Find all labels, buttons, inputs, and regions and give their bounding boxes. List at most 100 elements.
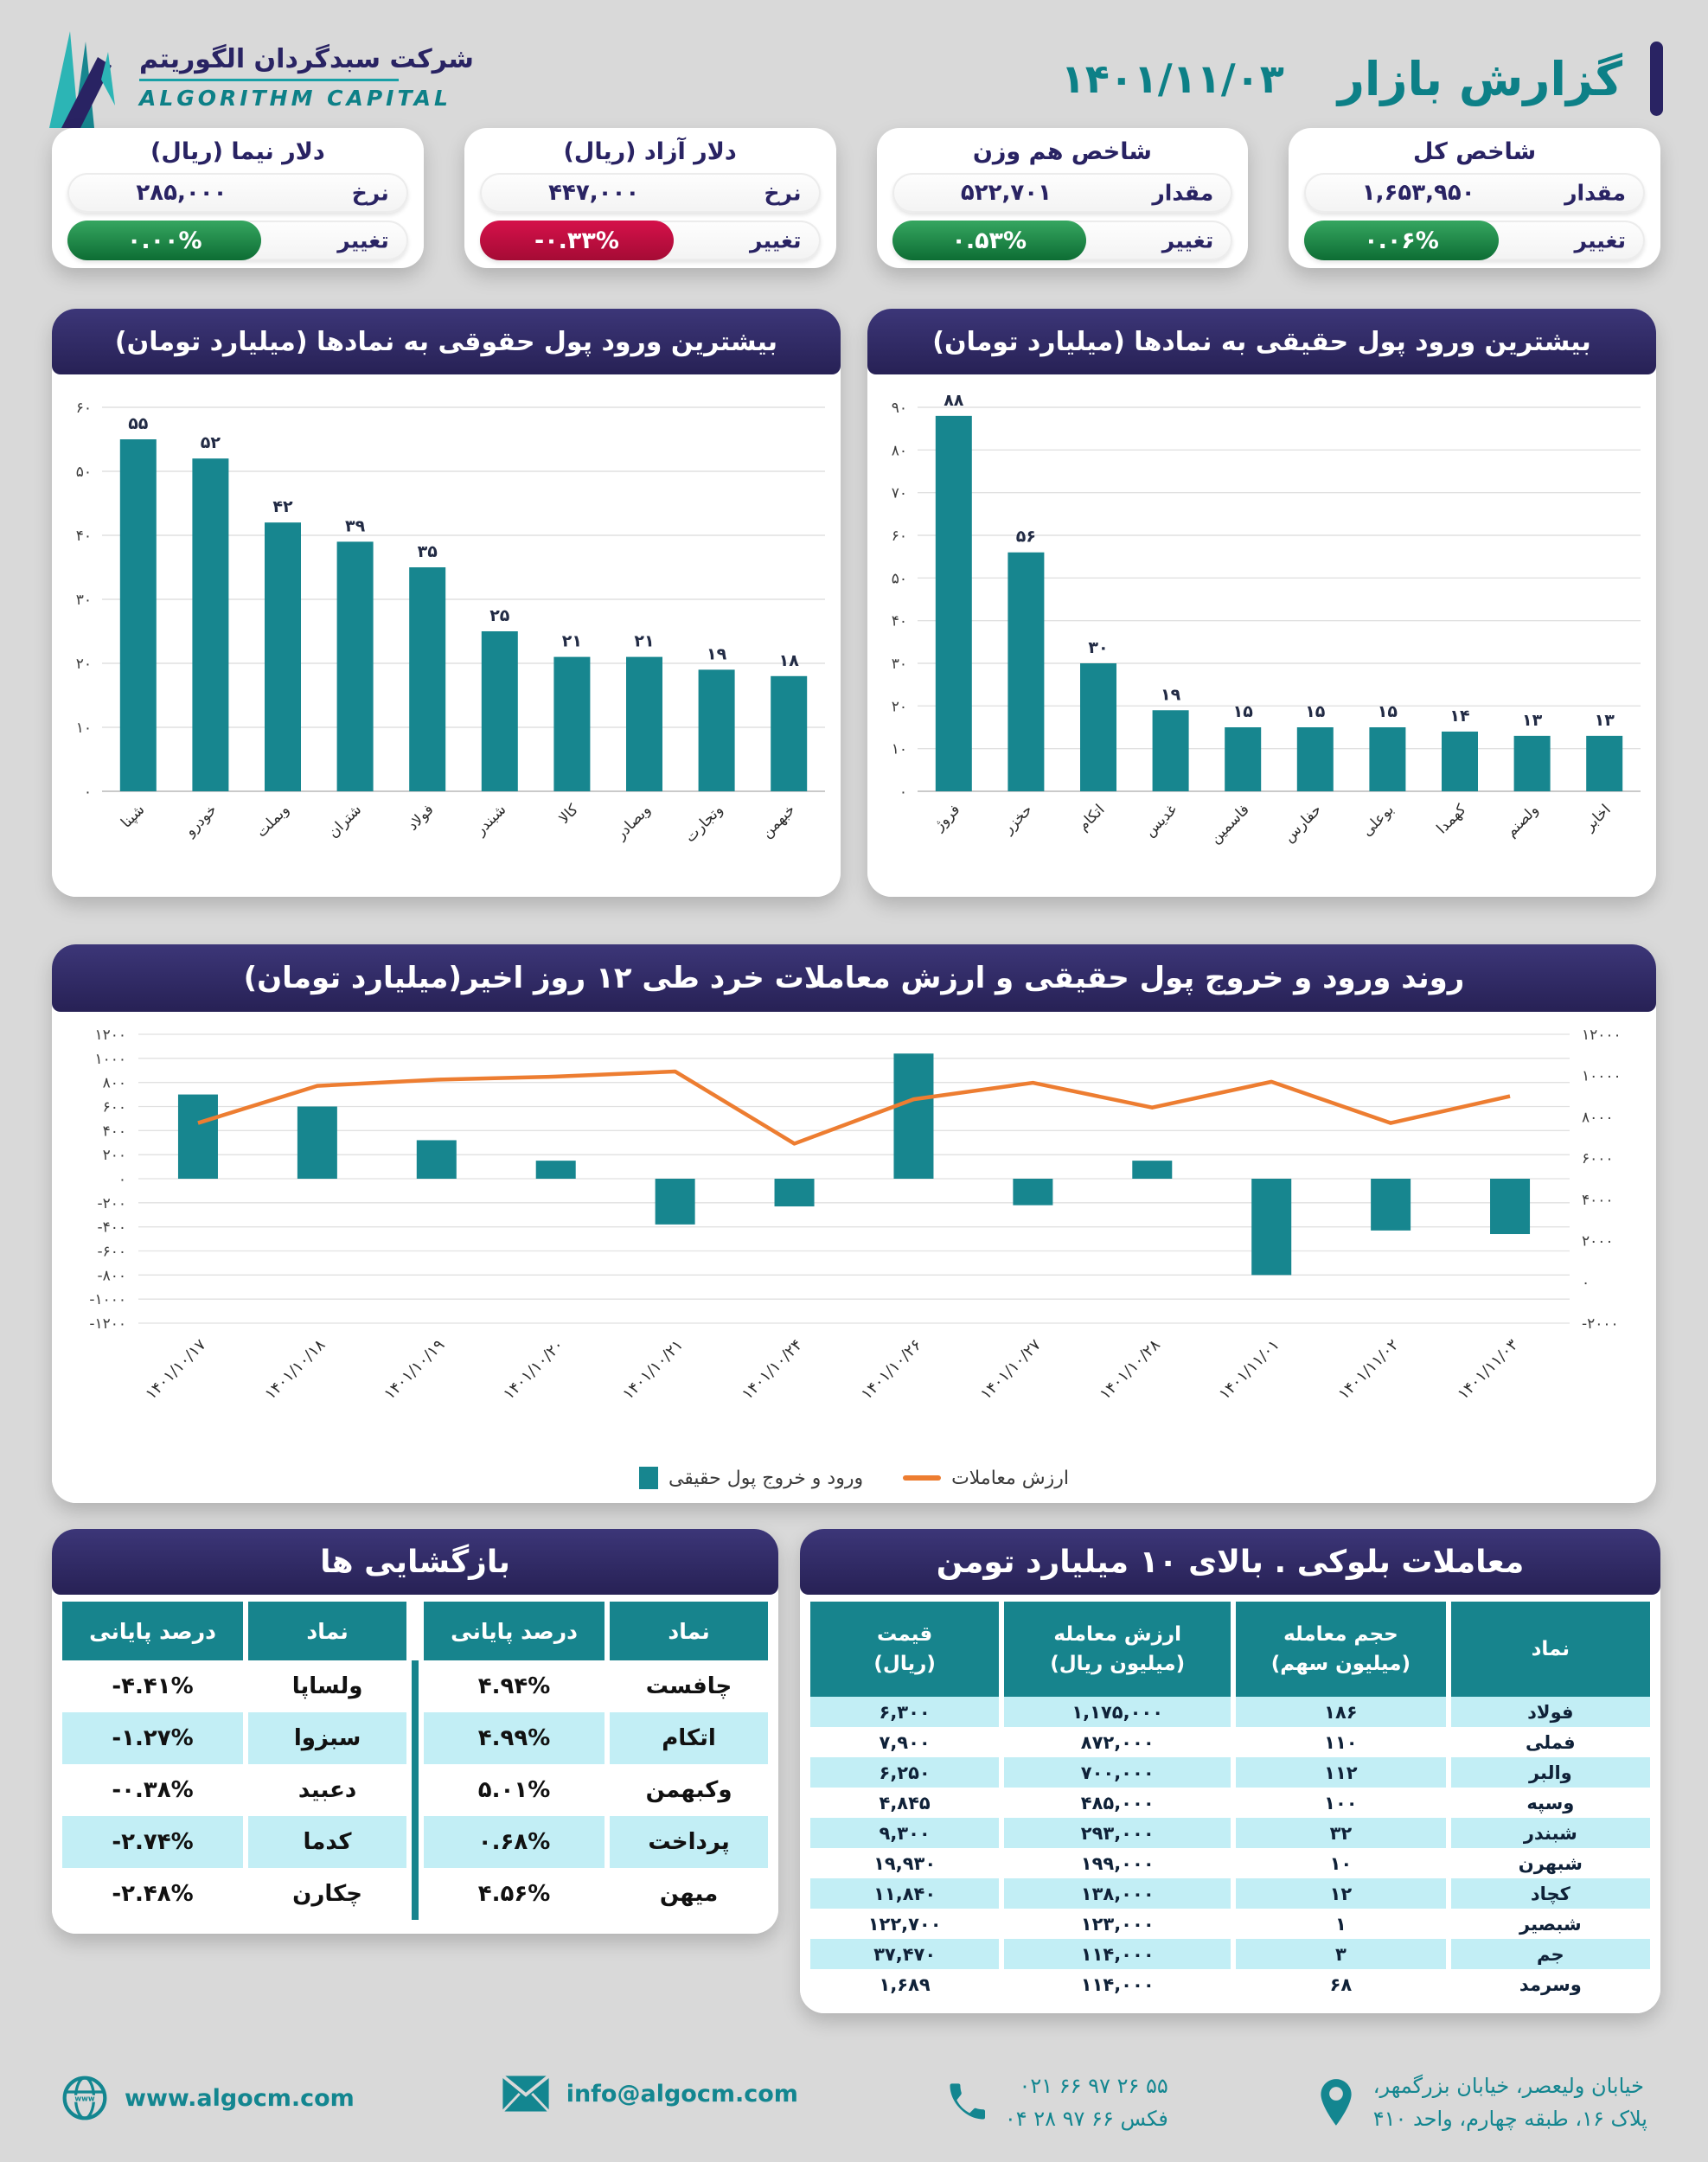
svg-text:۱۵: ۱۵ (1305, 702, 1326, 721)
svg-text:۴۰: ۴۰ (892, 613, 907, 630)
trend-bar-10 (1371, 1179, 1411, 1231)
svg-text:۱۳: ۱۳ (1595, 711, 1615, 730)
stat-card-title: شاخص کل (1413, 138, 1537, 165)
stat-change-row: تغییر ۰.۰۶% (1304, 221, 1645, 260)
company-name-fa: شرکت سبدگردان الگوریتم (139, 43, 474, 74)
company-logo: شرکت سبدگردان الگوریتم ALGORITHM CAPITAL (48, 26, 474, 128)
svg-text:فاسمین: فاسمین (1206, 801, 1252, 847)
website-link[interactable]: www.algocm.com (125, 2084, 355, 2112)
bar-فاسمین (1225, 727, 1262, 791)
stat-card-title: دلار نیما (ریال) (150, 138, 325, 165)
block-value: ۳۲ (1236, 1818, 1446, 1848)
legal-inflow-chart-card: بیشترین ورود پول حقوقی به نمادها (میلیار… (52, 309, 841, 897)
block-col-header-1: حجم معامله (میلیون سهم) (1236, 1602, 1446, 1697)
svg-text:۳۹: ۳۹ (345, 516, 366, 535)
svg-text:حفارس: حفارس (1281, 801, 1326, 846)
stat-value-row: نرخ ۴۴۷,۰۰۰ (479, 173, 821, 213)
reopen-symbol: وکبهمن (610, 1764, 768, 1816)
email-link[interactable]: info@algocm.com (566, 2080, 798, 2108)
trend-bar-1 (297, 1106, 337, 1179)
bar-شپنا (119, 439, 157, 791)
contact-footer: www www.algocm.com info@algocm.com ۰۲۱ ۶… (0, 2074, 1708, 2131)
reopenings-table-card: بازگشایی ها نماد درصد پایانی نماد درصد پایا… (52, 1529, 778, 1934)
block-value: ۱,۱۷۵,۰۰۰ (1004, 1697, 1231, 1727)
svg-text:۱۳: ۱۳ (1522, 711, 1543, 730)
svg-text:اخابر: اخابر (1580, 801, 1614, 835)
svg-text:۰: ۰ (118, 1171, 126, 1188)
block-col-header-2: ارزش معامله (میلیون ریال) (1004, 1602, 1231, 1697)
bar-بوعلی (1369, 727, 1406, 791)
svg-text:۲۰: ۲۰ (76, 656, 92, 673)
svg-text:-۲۰۰۰: -۲۰۰۰ (1582, 1315, 1619, 1333)
trend-bar-4 (655, 1179, 695, 1225)
svg-text:۸۰: ۸۰ (892, 442, 907, 459)
svg-text:۱۴۰۱/۱۰/۱۹: ۱۴۰۱/۱۰/۱۹ (381, 1336, 448, 1404)
location-pin-icon (1321, 2079, 1352, 2126)
money-trend-svg: ۱۲۰۰۱۰۰۰۸۰۰۶۰۰۴۰۰۲۰۰۰-۲۰۰-۴۰۰-۶۰۰-۸۰۰-۱۰… (89, 1027, 1622, 1404)
stat-change-label: تغییر (337, 227, 389, 253)
table-divider (412, 1764, 419, 1816)
block-symbol: شبصیر (1450, 1909, 1650, 1939)
svg-text:۱۲۰۰۰: ۱۲۰۰۰ (1582, 1027, 1622, 1044)
svg-text:۶۰۰۰: ۶۰۰۰ (1582, 1150, 1614, 1167)
bar-غدیس (1152, 710, 1189, 791)
svg-text:۱۴۰۱/۱۰/۲۶: ۱۴۰۱/۱۰/۲۶ (858, 1336, 925, 1404)
reopen-pct: -۱.۲۷% (62, 1712, 244, 1764)
legend-bars-label: ورود و خروج پول حقیقی (668, 1467, 864, 1489)
svg-text:۵۶: ۵۶ (1016, 528, 1036, 547)
svg-text:وبملت: وبملت (253, 801, 293, 841)
svg-text:۲۰: ۲۰ (892, 698, 907, 715)
stat-cards: شاخص کل مقدار ۱,۶۵۳,۹۵۰ تغییر ۰.۰۶% شاخص هم و… (52, 128, 1660, 268)
bar-وتجارت (698, 669, 735, 791)
stat-card-1: شاخص هم وزن مقدار ۵۲۲,۷۰۱ تغییر ۰.۵۳% (876, 128, 1249, 268)
change-badge: -۰.۳۳% (479, 221, 675, 260)
svg-text:شتران: شتران (324, 801, 365, 841)
block-symbol: جم (1450, 1939, 1650, 1969)
bar-کهمدا (1442, 731, 1478, 791)
block-col-header-3: قیمت (ریال) (810, 1602, 1000, 1697)
block-value: ۲۹۳,۰۰۰ (1004, 1818, 1231, 1848)
trend-bar-6 (893, 1053, 934, 1179)
svg-text:-۸۰۰: -۸۰۰ (97, 1267, 126, 1284)
reopen-symbol: سبزوا (248, 1712, 406, 1764)
block-value: ۳ (1236, 1939, 1446, 1969)
svg-text:۶۰: ۶۰ (76, 400, 92, 417)
block-trades-table: نماد حجم معامله (میلیون سهم) ارزش معامله (می… (800, 1595, 1660, 2013)
svg-text:خودرو: خودرو (181, 801, 220, 840)
stat-change-label: تغییر (1161, 227, 1214, 253)
email-item[interactable]: info@algocm.com (501, 2074, 798, 2114)
block-value: ۴۸۵,۰۰۰ (1004, 1788, 1231, 1818)
website-item[interactable]: www www.algocm.com (61, 2074, 355, 2122)
svg-text:۲۰۰: ۲۰۰ (103, 1147, 126, 1164)
svg-text:۲۱: ۲۱ (634, 632, 654, 651)
address-line-1: خیابان ولیعصر، خیابان بزرگمهر، (1372, 2074, 1644, 2098)
reopen-symbol: میهن (610, 1868, 768, 1920)
phone-icon (950, 2083, 985, 2120)
svg-text:۰: ۰ (84, 784, 92, 801)
svg-text:۱۴۰۱/۱۰/۱۸: ۱۴۰۱/۱۰/۱۸ (261, 1335, 329, 1403)
svg-text:وبصادر: وبصادر (611, 801, 654, 843)
svg-text:۴۰: ۴۰ (76, 528, 92, 545)
svg-text:۱۰: ۱۰ (76, 720, 92, 737)
block-value: ۱۲۲,۷۰۰ (810, 1909, 1000, 1939)
svg-text:اتکام: اتکام (1075, 801, 1109, 835)
svg-text:۱۵: ۱۵ (1378, 702, 1398, 721)
stat-value-row: مقدار ۱,۶۵۳,۹۵۰ (1304, 173, 1645, 213)
block-value: ۴,۸۴۵ (810, 1788, 1000, 1818)
bar-ولصنم (1513, 735, 1551, 791)
svg-text:شبندر: شبندر (471, 801, 509, 839)
money-trend-chart-card: روند ورود و خروج پول حقیقی و ارزش معاملا… (52, 944, 1656, 1503)
block-value: ۱۲ (1236, 1878, 1446, 1909)
svg-text:حخزر: حخزر (999, 801, 1035, 837)
svg-text:۰: ۰ (1582, 1274, 1590, 1291)
block-value: ۹,۳۰۰ (810, 1818, 1000, 1848)
stat-change-row: تغییر ۰.۰۰% (67, 221, 408, 260)
svg-text:-۱۲۰۰: -۱۲۰۰ (89, 1315, 126, 1333)
title-accent-bar (1650, 42, 1663, 116)
address-item: خیابان ولیعصر، خیابان بزرگمهر، پلاک ۱۶، … (1315, 2074, 1647, 2131)
reopen-symbol: چکارن (248, 1868, 406, 1920)
svg-text:وتجارت: وتجارت (681, 801, 726, 846)
block-value: ۱۹,۹۳۰ (810, 1848, 1000, 1878)
bar-حفارس (1296, 727, 1334, 791)
